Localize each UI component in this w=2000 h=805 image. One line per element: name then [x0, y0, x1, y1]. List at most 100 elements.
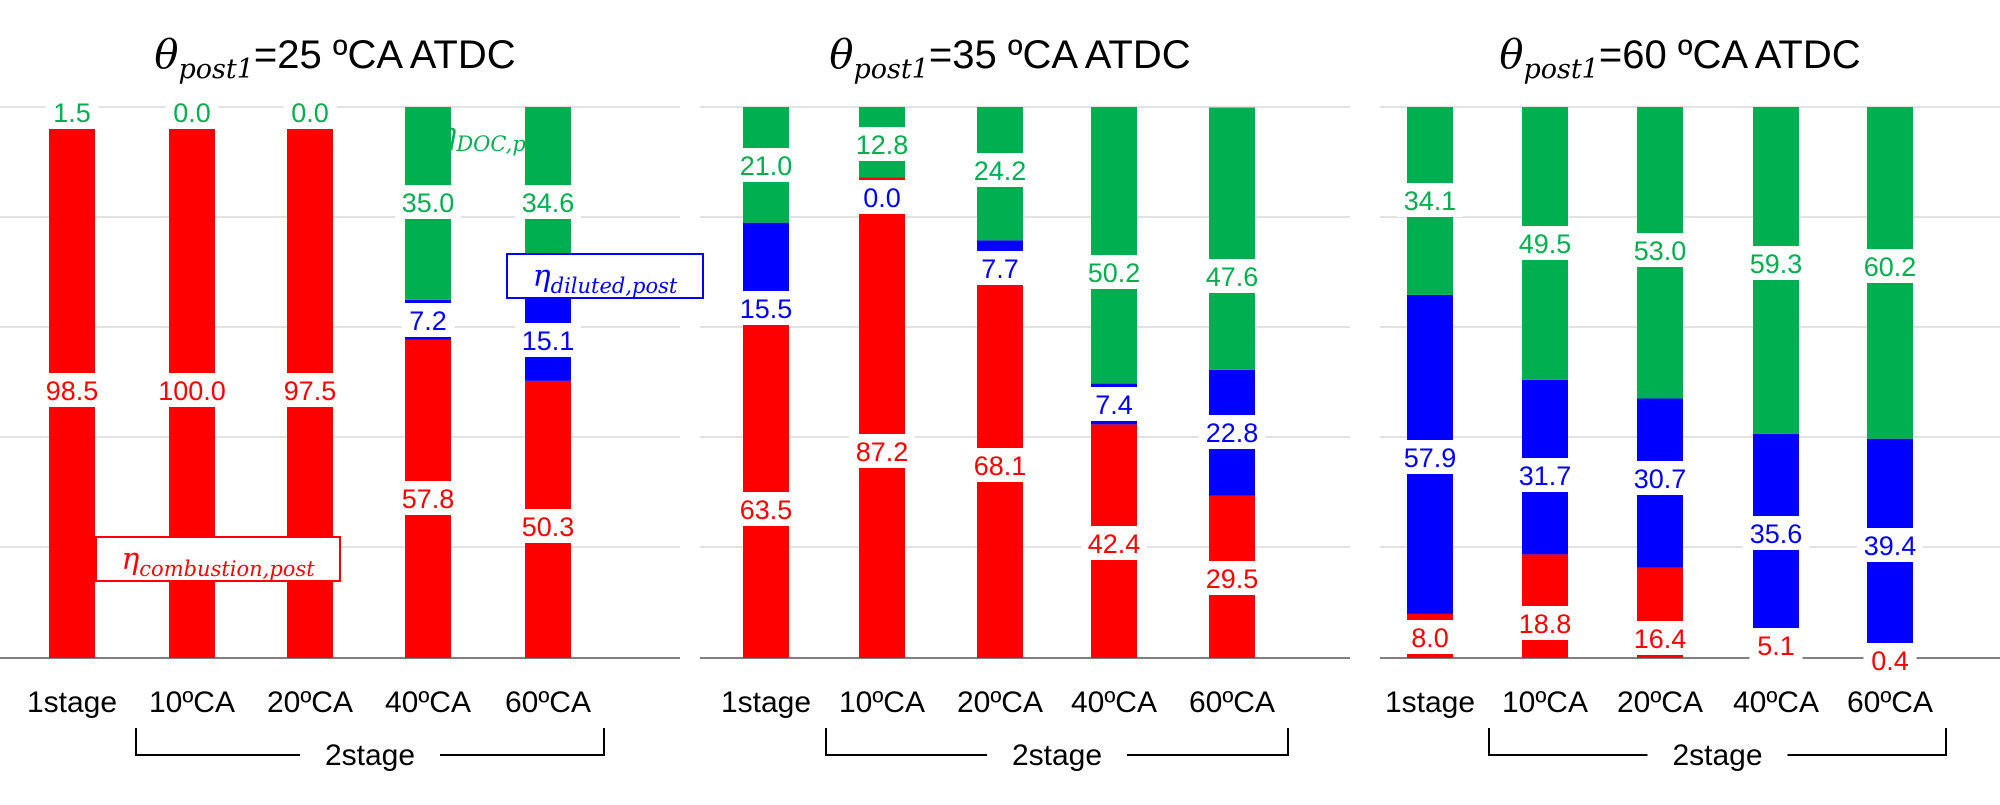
data-label-doc-1-bg — [1397, 183, 1463, 217]
data-label-combustion-4-bg — [395, 481, 461, 515]
series-annotations: ηDOC,post ηdiluted,post ηcombustion,post — [95, 117, 704, 582]
data-label-doc-4: 59.3 — [1750, 249, 1803, 279]
data-label-diluted-4: 7.2 — [409, 306, 447, 336]
bar-doc-5 — [1209, 107, 1255, 370]
data-label-doc-4-bg — [1743, 246, 1809, 280]
data-label-combustion-3: 16.4 — [1634, 624, 1687, 654]
data-label-doc-3: 53.0 — [1634, 236, 1687, 266]
data-label-combustion-2: 87.2 — [856, 437, 909, 467]
data-label-doc-2-bg — [849, 127, 915, 161]
data-label-diluted-5-bg — [1199, 415, 1265, 449]
data-label-combustion-2-bg — [1512, 606, 1578, 640]
data-label-diluted-5-bg — [1857, 528, 1923, 562]
data-label-combustion-4: 42.4 — [1088, 529, 1141, 559]
chart-title: θpost1=60 ºCA ATDC — [1499, 32, 1860, 85]
data-label-doc-3-bg — [283, 95, 337, 129]
chart-title: θpost1=25 ºCA ATDC — [154, 32, 515, 85]
annotation-doc: ηDOC,post — [438, 117, 558, 156]
data-label-diluted-2-bg — [1512, 458, 1578, 492]
group-bracket — [1488, 728, 1947, 756]
bar-combustion-2 — [859, 177, 905, 658]
data-label-doc-1: 34.1 — [1404, 186, 1457, 216]
data-label-doc-5-bg — [1857, 249, 1923, 283]
group-bracket — [135, 728, 605, 756]
data-label-doc-2: 0.0 — [173, 98, 211, 128]
data-label-diluted-5-bg — [515, 323, 581, 357]
category-label: 10ºCA — [149, 686, 235, 719]
data-label-doc-4: 50.2 — [1088, 258, 1141, 288]
data-label-combustion-3-bg — [277, 373, 343, 407]
data-label-doc-1-bg — [733, 148, 799, 182]
chart-title: θpost1=35 ºCA ATDC — [829, 32, 1190, 85]
data-label-combustion-5: 0.4 — [1871, 646, 1909, 676]
group-label: 2stage — [325, 739, 415, 772]
category-label: 1stage — [1385, 686, 1475, 719]
category-label: 40ºCA — [385, 686, 471, 719]
bar-combustion-1 — [743, 308, 789, 658]
data-label-diluted-3: 30.7 — [1634, 464, 1687, 494]
data-label-diluted-4: 7.4 — [1095, 390, 1133, 420]
data-label-combustion-3-bg — [1627, 621, 1693, 655]
data-label-doc-4-bg — [395, 185, 461, 219]
data-label-doc-1-bg — [45, 95, 99, 129]
data-label-combustion-1: 8.0 — [1411, 623, 1449, 653]
data-label-doc-3-bg — [967, 153, 1033, 187]
data-label-doc-4: 35.0 — [402, 188, 455, 218]
data-label-combustion-1: 98.5 — [46, 376, 99, 406]
data-label-combustion-3: 68.1 — [974, 451, 1027, 481]
data-label-combustion-4: 57.8 — [402, 484, 455, 514]
bar-doc-4 — [1091, 107, 1137, 384]
data-label-diluted-4-bg — [1743, 516, 1809, 550]
data-label-doc-1: 21.0 — [740, 151, 793, 181]
chart-panel-3: θpost1=60 ºCA ATDC 8.0 57.9 34.1 1stage 18.8 3… — [1380, 32, 2000, 772]
data-label-combustion-4-bg — [1749, 628, 1803, 662]
data-label-diluted-4: 35.6 — [1750, 519, 1803, 549]
data-label-diluted-4-bg — [401, 303, 455, 337]
category-label: 20ºCA — [957, 686, 1043, 719]
data-label-combustion-2: 18.8 — [1519, 609, 1572, 639]
data-label-doc-3: 0.0 — [291, 98, 329, 128]
data-label-combustion-2-bg — [152, 373, 232, 407]
data-label-combustion-5-bg — [1863, 643, 1917, 677]
data-label-doc-2-bg — [1512, 226, 1578, 260]
data-label-diluted-1: 15.5 — [740, 294, 793, 324]
data-label-combustion-5-bg — [515, 509, 581, 543]
group-label: 2stage — [1672, 739, 1762, 772]
data-label-doc-5-bg — [1199, 259, 1265, 293]
data-label-diluted-2: 0.0 — [863, 183, 901, 213]
data-label-doc-5: 60.2 — [1864, 252, 1917, 282]
data-label-combustion-5-bg — [1199, 561, 1265, 595]
category-label: 20ºCA — [1617, 686, 1703, 719]
data-label-doc-4-bg — [1081, 255, 1147, 289]
group-bracket — [825, 728, 1289, 756]
data-label-combustion-4: 5.1 — [1757, 631, 1795, 661]
data-label-doc-1: 1.5 — [53, 98, 91, 128]
data-label-diluted-2-bg — [855, 180, 909, 214]
category-label: 60ºCA — [505, 686, 591, 719]
chart-panel-1: θpost1=25 ºCA ATDC 98.5 1.5 1stage 100.0 0.0 1… — [0, 32, 680, 772]
data-label-combustion-2-bg — [849, 434, 915, 468]
data-label-doc-2: 12.8 — [856, 130, 909, 160]
data-label-doc-2-bg — [165, 95, 219, 129]
data-label-diluted-3: 7.7 — [981, 254, 1019, 284]
data-label-combustion-1-bg — [39, 373, 105, 407]
category-label: 20ºCA — [267, 686, 353, 719]
category-label: 1stage — [721, 686, 811, 719]
data-label-combustion-3-bg — [967, 448, 1033, 482]
data-label-diluted-1: 57.9 — [1404, 443, 1457, 473]
category-label: 10ºCA — [839, 686, 925, 719]
data-label-diluted-3-bg — [1627, 461, 1693, 495]
group-label: 2stage — [1012, 739, 1102, 772]
data-label-combustion-5: 50.3 — [522, 512, 575, 542]
data-label-doc-3-bg — [1627, 233, 1693, 267]
data-label-diluted-3-bg — [973, 251, 1027, 285]
data-label-doc-2: 49.5 — [1519, 229, 1572, 259]
data-label-diluted-4-bg — [1087, 387, 1141, 421]
data-label-combustion-1-bg — [1403, 620, 1457, 654]
category-label: 60ºCA — [1189, 686, 1275, 719]
data-label-diluted-2: 31.7 — [1519, 461, 1572, 491]
data-label-combustion-1: 63.5 — [740, 495, 793, 525]
data-label-combustion-2: 100.0 — [158, 376, 226, 406]
data-label-diluted-5: 15.1 — [522, 326, 575, 356]
